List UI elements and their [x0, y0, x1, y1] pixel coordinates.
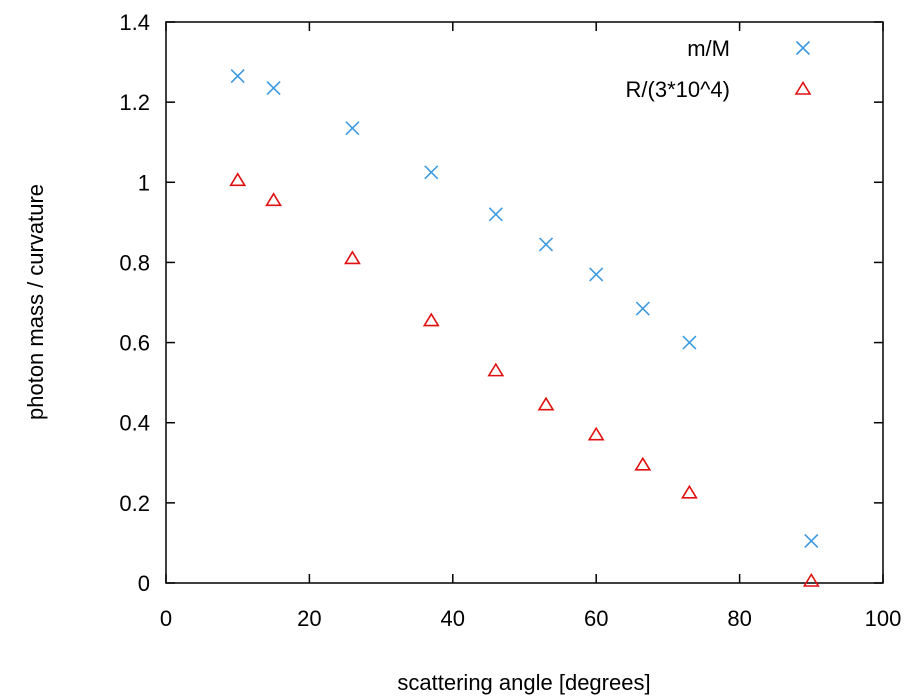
- data-point: [265, 192, 282, 207]
- legend-marker: [795, 40, 811, 56]
- y-tick-label: 0.2: [119, 491, 150, 516]
- x-axis: 0 20 40 60 80 100: [160, 22, 901, 631]
- series-mass-ratio: [230, 69, 819, 548]
- y-tick-label: 0.4: [119, 411, 150, 436]
- x-tick-label: 0: [160, 606, 172, 631]
- y-tick-label: 1.4: [119, 10, 150, 35]
- y-tick-label: 0.8: [119, 250, 150, 275]
- plot-frame: [165, 21, 884, 584]
- x-tick-label: 60: [584, 606, 608, 631]
- data-point: [424, 165, 439, 180]
- data-point: [587, 426, 605, 441]
- y-axis-title: photon mass / curvature: [23, 184, 48, 420]
- data-point: [589, 267, 604, 282]
- data-point: [537, 396, 555, 411]
- data-point: [488, 207, 503, 222]
- data-point: [230, 69, 245, 84]
- x-axis-title: scattering angle [degrees]: [397, 670, 650, 695]
- data-point: [422, 312, 440, 327]
- data-point: [345, 121, 360, 136]
- data-point: [487, 362, 505, 377]
- data-point: [680, 484, 698, 499]
- data-point: [266, 81, 281, 96]
- data-point: [343, 250, 361, 265]
- legend-label: R/(3*10^4): [626, 77, 730, 102]
- y-tick-label: 0.6: [119, 331, 150, 356]
- data-point: [682, 335, 697, 350]
- data-point: [804, 533, 819, 548]
- x-tick-label: 40: [441, 606, 465, 631]
- data-point: [229, 172, 247, 187]
- x-tick-label: 20: [297, 606, 321, 631]
- legend: m/M R/(3*10^4): [626, 36, 812, 102]
- data-point: [634, 456, 652, 471]
- series-curvature: [229, 172, 820, 587]
- y-tick-label: 1.2: [119, 90, 150, 115]
- legend-label: m/M: [687, 36, 730, 61]
- x-tick-label: 100: [865, 606, 902, 631]
- data-point: [802, 572, 820, 587]
- legend-marker: [794, 80, 812, 95]
- data-point: [635, 301, 650, 316]
- y-tick-label: 1: [138, 170, 150, 195]
- x-tick-label: 80: [727, 606, 751, 631]
- y-tick-label: 0: [138, 571, 150, 596]
- y-axis: 0 0.2 0.4 0.6 0.8 1 1.2 1.4: [119, 10, 883, 596]
- data-point: [538, 237, 554, 252]
- series-layer: [229, 69, 820, 587]
